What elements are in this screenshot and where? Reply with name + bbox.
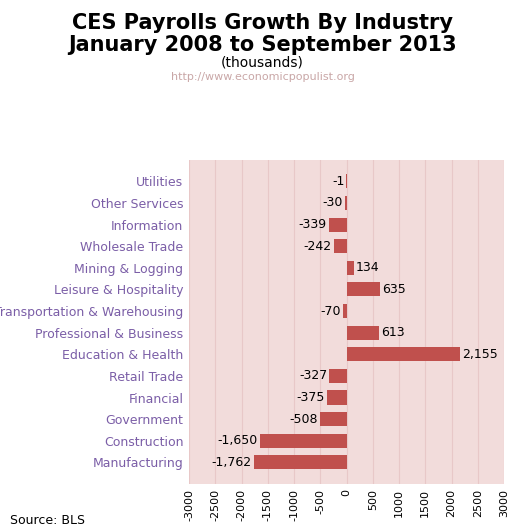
Text: -30: -30 [322,196,343,210]
Text: January 2008 to September 2013: January 2008 to September 2013 [68,35,457,55]
Bar [329,218,346,231]
Text: -339: -339 [299,218,327,231]
Text: -70: -70 [320,304,341,318]
Text: -1,650: -1,650 [217,434,258,447]
Text: http://www.economicpopulist.org: http://www.economicpopulist.org [171,72,354,82]
Text: -1: -1 [332,175,344,188]
Text: CES Payrolls Growth By Industry: CES Payrolls Growth By Industry [72,13,453,34]
Bar [343,304,346,318]
Bar [329,369,346,383]
Bar [254,455,346,469]
Bar [345,196,346,210]
Text: -242: -242 [303,240,332,253]
Bar [320,412,346,426]
Bar [327,390,346,404]
Text: 635: 635 [382,283,406,296]
Bar [334,239,346,253]
Bar [260,434,346,448]
Text: 613: 613 [381,326,404,339]
Text: 2,155: 2,155 [462,348,498,361]
Text: -327: -327 [299,369,327,383]
Text: 134: 134 [355,261,379,275]
Text: -1,762: -1,762 [212,456,252,469]
Text: -375: -375 [296,391,324,404]
Text: (thousands): (thousands) [221,56,304,70]
Bar [346,282,380,296]
Text: -508: -508 [289,413,318,426]
Text: Source: BLS: Source: BLS [10,514,86,527]
Bar [346,261,353,275]
Bar [346,347,460,361]
Bar [346,326,379,340]
